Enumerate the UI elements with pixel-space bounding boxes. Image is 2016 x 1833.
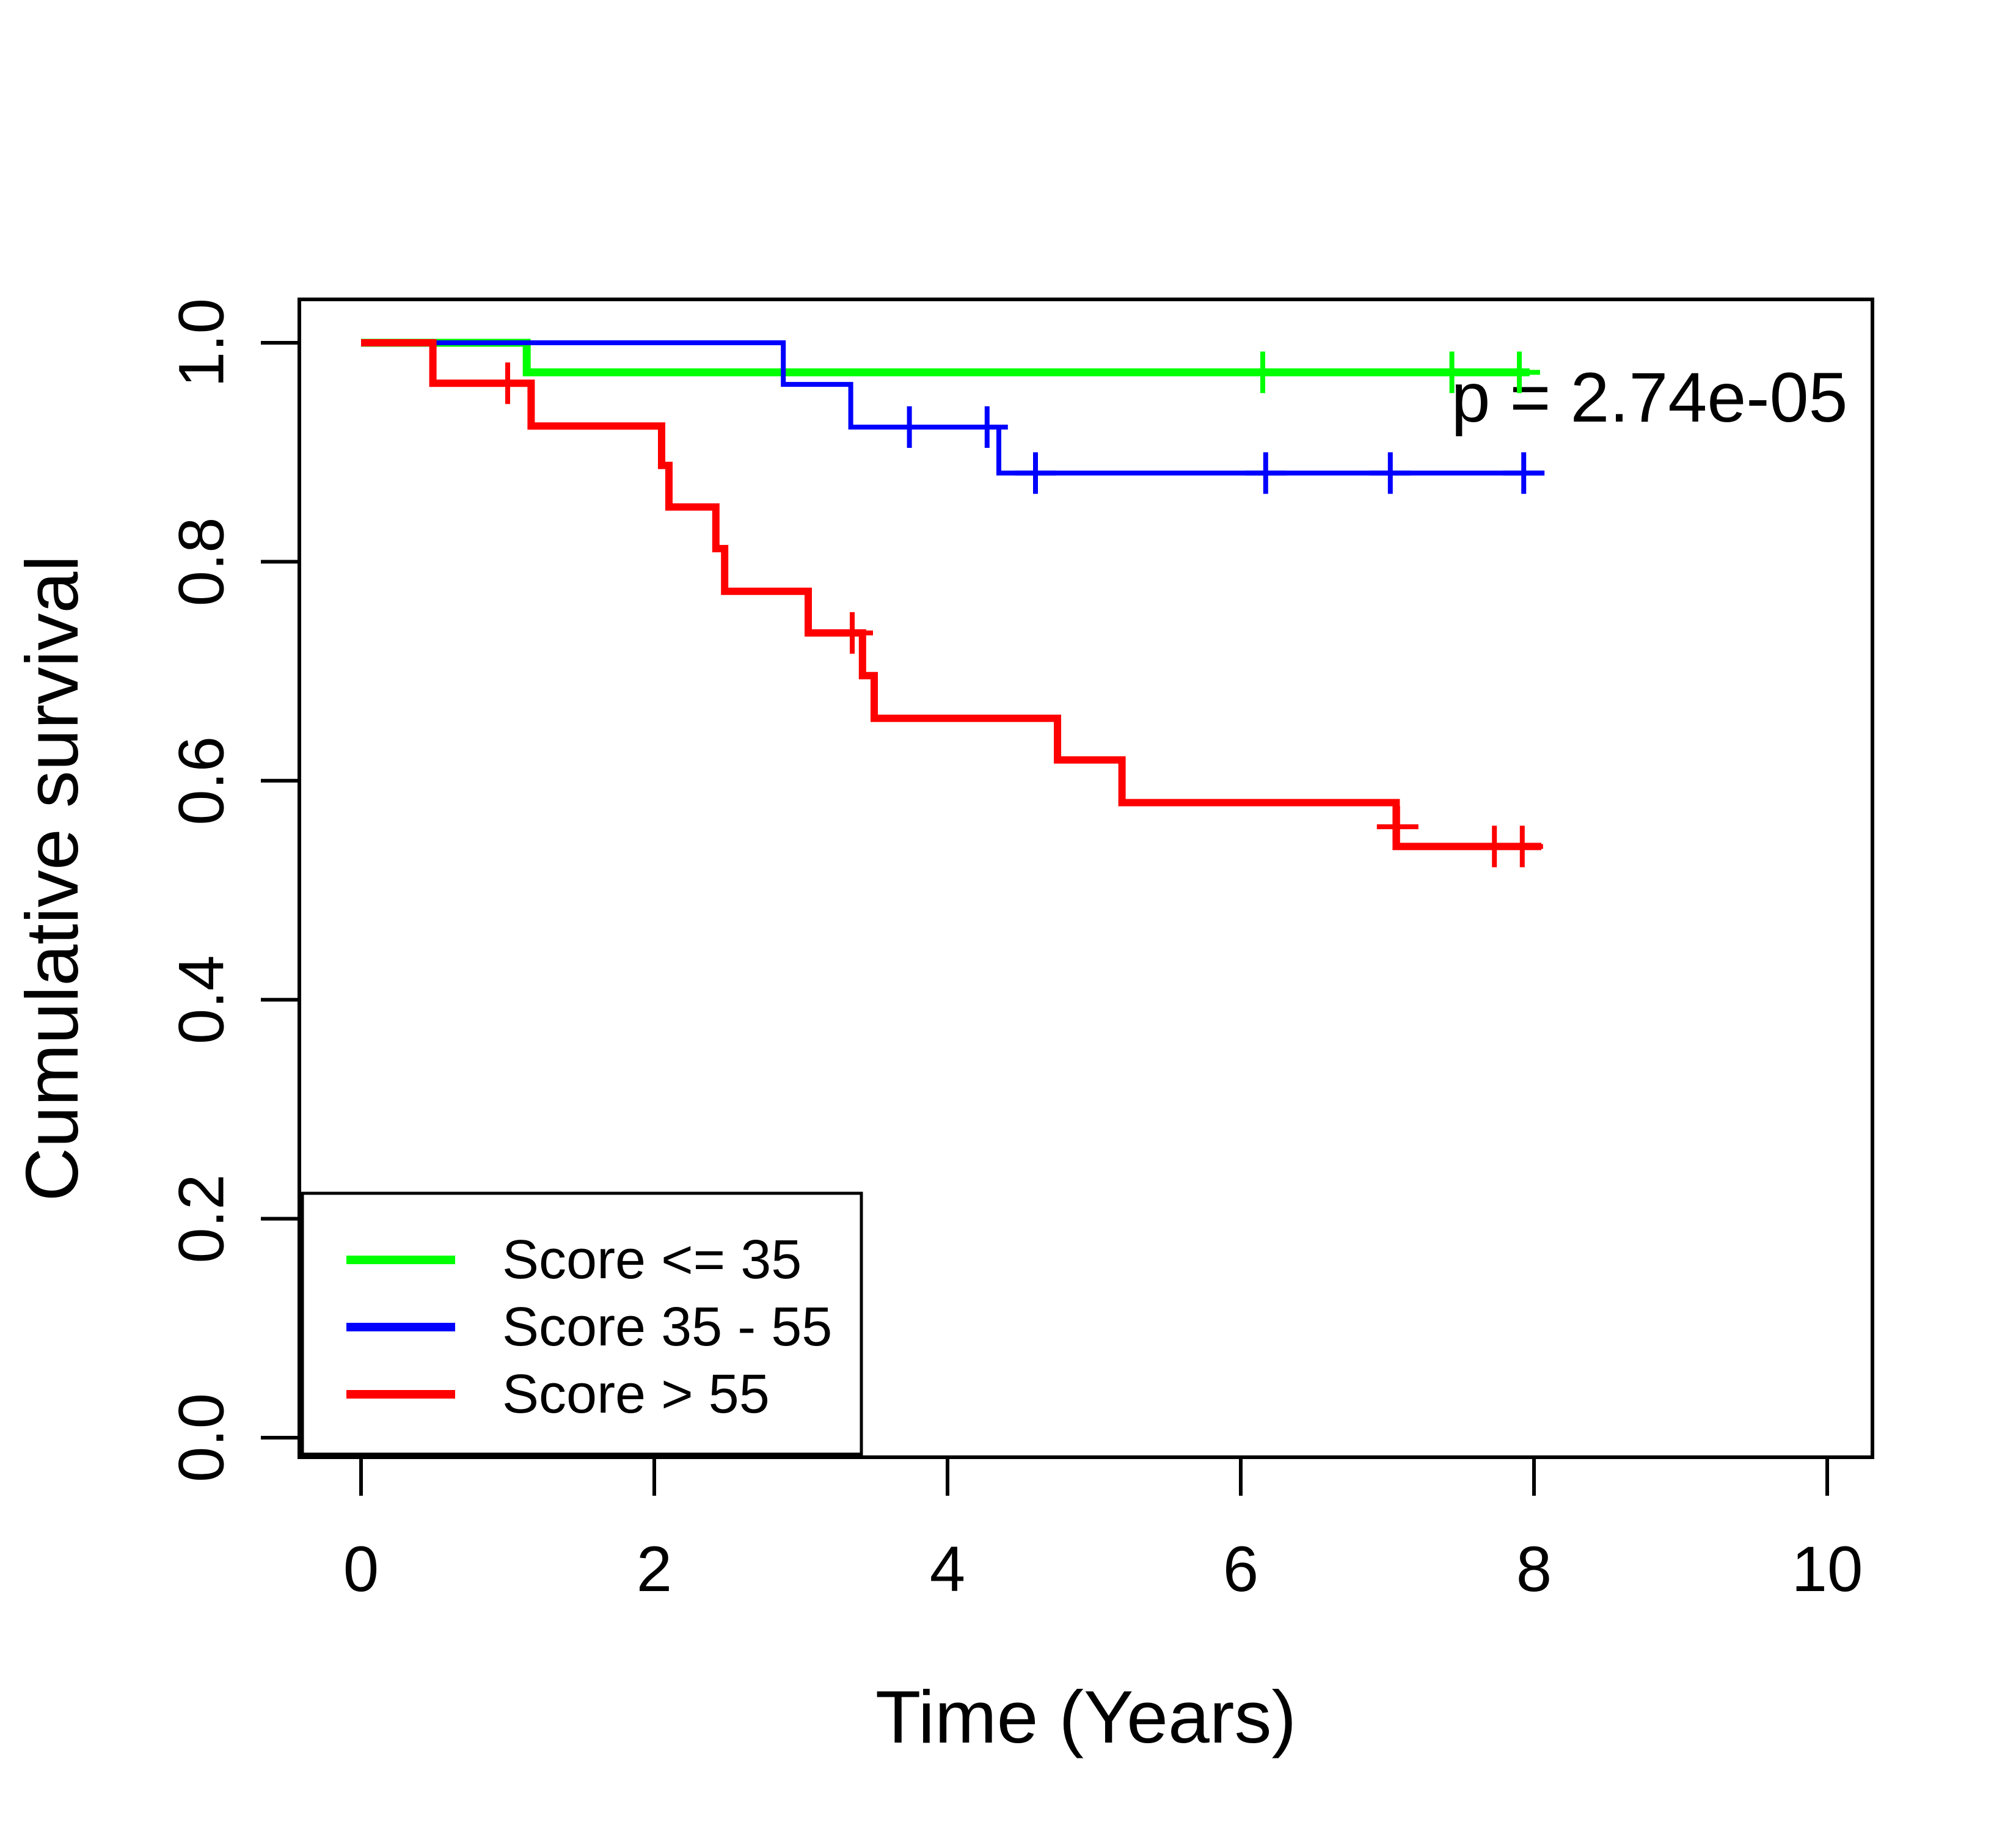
x-tick-label: 0 [343, 1534, 379, 1605]
y-tick-label: 0.4 [166, 955, 238, 1044]
km-curve-1 [361, 340, 1544, 476]
x-tick-label: 6 [1223, 1534, 1258, 1605]
x-tick-label: 2 [637, 1534, 672, 1605]
y-tick-label: 0.8 [166, 517, 238, 606]
y-tick-label: 0.0 [166, 1393, 238, 1482]
x-tick-label: 8 [1516, 1534, 1552, 1605]
x-tick-label: 4 [930, 1534, 965, 1605]
y-tick-label: 1.0 [166, 298, 238, 387]
km-curve-2 [361, 339, 1541, 851]
y-tick-label: 0.2 [166, 1174, 238, 1264]
legend-label-1: Score 35 - 55 [502, 1297, 832, 1358]
y-tick-label: 0.6 [166, 736, 238, 825]
legend-label-2: Score > 55 [502, 1364, 770, 1425]
y-axis-title: Cumulative survival [10, 555, 93, 1202]
plot-border [298, 298, 1874, 1459]
km-curve-0 [361, 338, 1530, 376]
x-axis-title: Time (Years) [875, 1675, 1296, 1758]
legend-label-0: Score <= 35 [502, 1229, 802, 1290]
x-tick-label: 10 [1792, 1534, 1863, 1605]
